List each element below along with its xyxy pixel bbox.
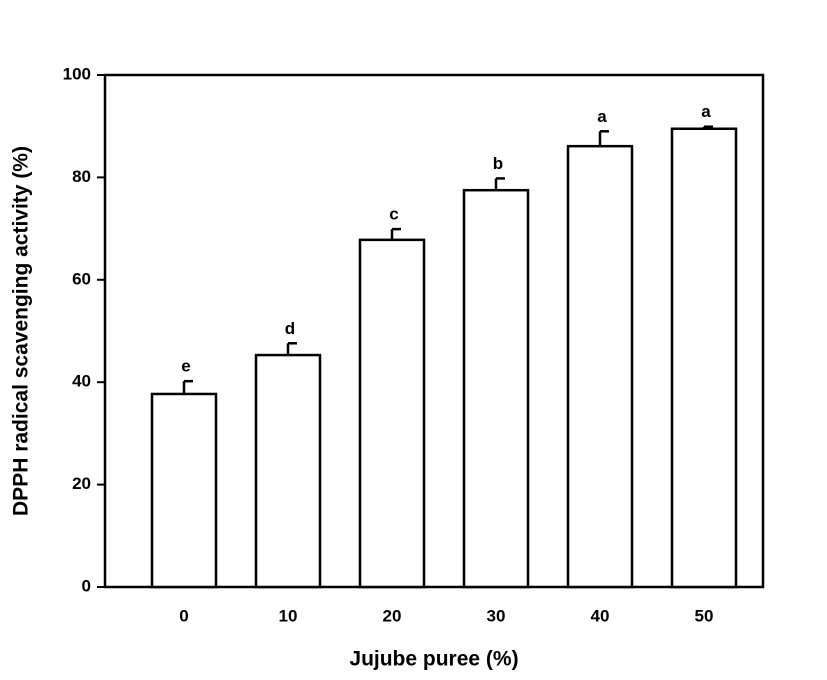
y-tick-label: 80 [72,167,91,186]
significance-letter: b [493,154,503,173]
y-tick-label: 40 [72,372,91,391]
bar [566,144,634,589]
x-axis-label: Jujube puree (%) [349,648,518,671]
bar [670,127,738,589]
bar [462,188,530,589]
plot-frame [103,73,765,589]
bar [358,238,426,589]
y-tick-label: 0 [82,576,91,595]
x-tick-label: 40 [591,606,610,625]
x-tick-label: 20 [383,606,402,625]
significance-letter: d [285,319,295,338]
y-axis-label: DPPH radical scavenging activity (%) [10,146,33,516]
x-tick-label: 50 [695,606,714,625]
significance-letter: c [389,205,398,224]
significance-letter: a [597,107,607,126]
significance-letter: a [701,102,711,121]
significance-letter: e [181,357,190,376]
y-tick-label: 60 [72,269,91,288]
bar [254,353,322,589]
x-tick-label: 0 [179,606,188,625]
x-tick-label: 30 [487,606,506,625]
y-tick-label: 100 [63,64,91,83]
bar [150,392,218,589]
y-tick-label: 20 [72,474,91,493]
x-tick-label: 10 [279,606,298,625]
